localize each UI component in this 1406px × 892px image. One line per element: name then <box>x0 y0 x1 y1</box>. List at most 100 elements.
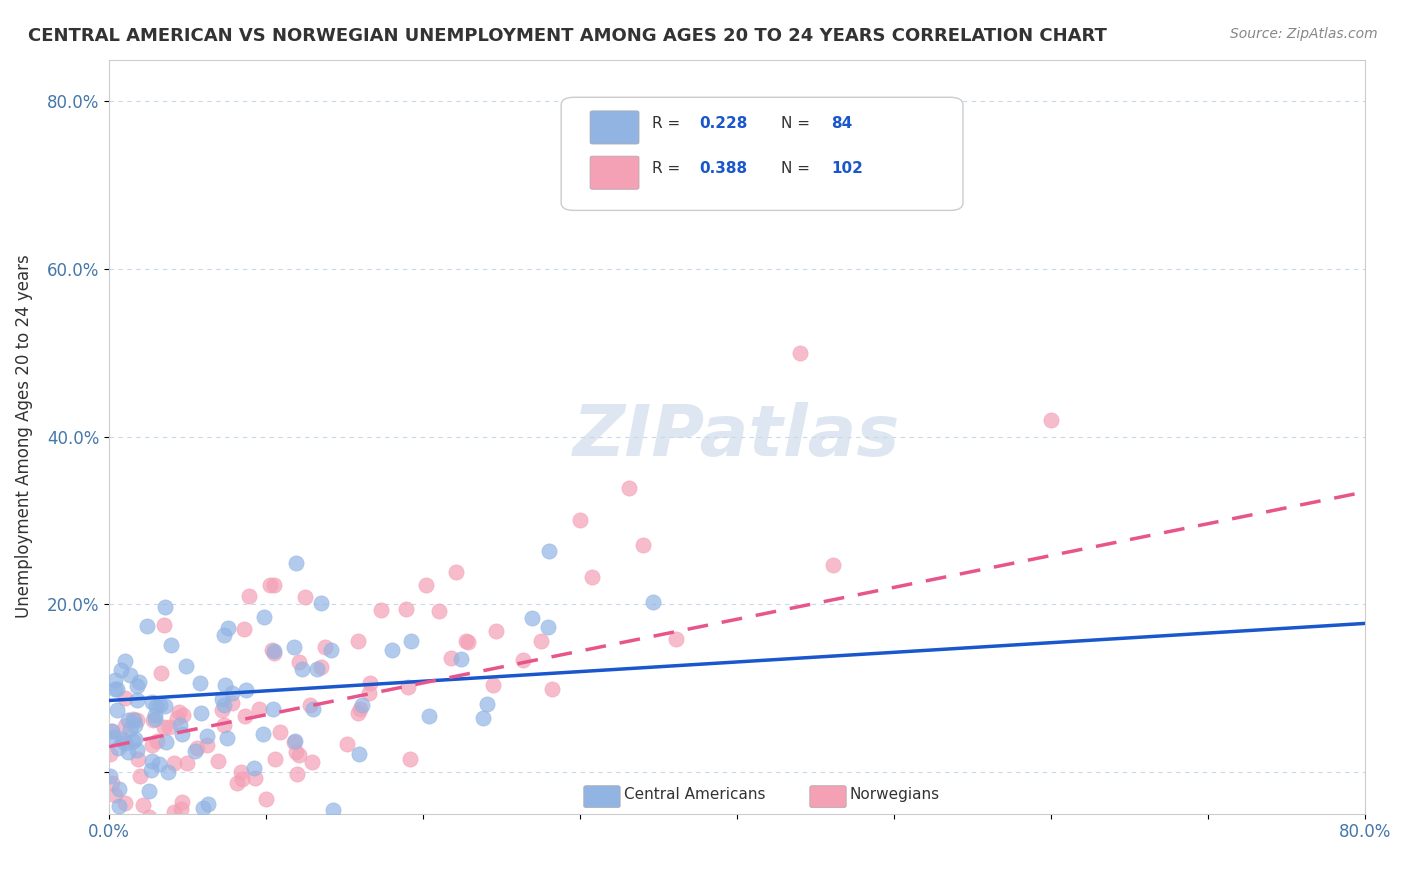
Point <box>260 643 283 657</box>
Point <box>114 654 136 668</box>
Point <box>128 674 150 689</box>
Point <box>301 702 323 716</box>
Point <box>522 611 544 625</box>
Point <box>418 708 440 723</box>
Point <box>263 644 285 658</box>
Point <box>124 732 146 747</box>
Point <box>215 731 238 746</box>
Point <box>141 739 163 753</box>
Point <box>110 663 132 677</box>
Point <box>100 776 122 790</box>
Text: 0.388: 0.388 <box>699 161 748 177</box>
Point <box>243 761 266 775</box>
Point <box>643 595 665 609</box>
Point <box>253 610 276 624</box>
Point <box>247 701 270 715</box>
Point <box>170 802 193 816</box>
Point <box>541 682 564 697</box>
Point <box>211 703 233 717</box>
Point <box>399 633 422 648</box>
Point <box>115 828 138 842</box>
Point <box>104 861 127 875</box>
Point <box>482 678 505 692</box>
Y-axis label: Unemployment Among Ages 20 to 24 years: Unemployment Among Ages 20 to 24 years <box>15 255 32 618</box>
Point <box>235 682 257 697</box>
Point <box>285 745 308 759</box>
Point <box>285 767 308 781</box>
Point <box>619 481 641 495</box>
Point <box>170 727 193 741</box>
Point <box>259 577 281 591</box>
Point <box>370 602 392 616</box>
Point <box>263 647 285 661</box>
Point <box>359 676 381 690</box>
Point <box>125 692 148 706</box>
Point <box>208 824 231 838</box>
Point <box>125 713 148 727</box>
Text: N =: N = <box>780 116 815 131</box>
Point <box>346 706 368 720</box>
Point <box>105 681 128 696</box>
Point <box>121 712 143 726</box>
Point <box>221 696 243 710</box>
Point <box>238 589 260 603</box>
Point <box>444 565 467 579</box>
Point <box>195 729 218 743</box>
Point <box>135 619 157 633</box>
Point <box>222 815 245 830</box>
Text: Norwegians: Norwegians <box>851 788 941 802</box>
Point <box>114 718 136 732</box>
Point <box>225 775 247 789</box>
Point <box>150 816 173 830</box>
Point <box>262 701 284 715</box>
Point <box>155 735 177 749</box>
Point <box>117 714 139 728</box>
Point <box>104 673 127 687</box>
FancyBboxPatch shape <box>591 156 638 189</box>
Point <box>322 803 344 817</box>
Point <box>100 724 122 739</box>
Point <box>245 771 267 785</box>
Point <box>146 733 169 747</box>
Point <box>284 734 307 748</box>
Point <box>143 707 166 722</box>
Point <box>821 558 844 573</box>
Point <box>184 743 207 757</box>
Point <box>263 578 285 592</box>
Point <box>415 578 437 592</box>
Point <box>301 755 323 769</box>
Point <box>212 628 235 642</box>
Point <box>114 736 136 750</box>
FancyBboxPatch shape <box>583 786 620 807</box>
Point <box>100 723 122 738</box>
Point <box>148 757 170 772</box>
Point <box>211 692 233 706</box>
Point <box>169 717 191 731</box>
Text: 0.228: 0.228 <box>699 116 748 131</box>
Point <box>111 731 134 746</box>
Point <box>471 711 494 725</box>
Point <box>665 632 688 647</box>
Point <box>291 662 314 676</box>
Point <box>266 821 288 835</box>
Point <box>163 756 186 770</box>
Point <box>305 662 328 676</box>
Point <box>252 727 274 741</box>
Point <box>569 513 592 527</box>
Point <box>457 635 479 649</box>
Point <box>120 722 142 736</box>
Point <box>157 720 180 734</box>
Point <box>350 698 373 712</box>
Point <box>138 810 160 824</box>
Point <box>530 634 553 648</box>
Point <box>440 650 463 665</box>
FancyBboxPatch shape <box>810 786 846 807</box>
FancyBboxPatch shape <box>561 97 963 211</box>
Point <box>142 713 165 727</box>
Point <box>254 791 277 805</box>
Text: 84: 84 <box>831 116 852 131</box>
Point <box>233 622 256 636</box>
Point <box>538 543 561 558</box>
Point <box>103 847 125 861</box>
Point <box>269 725 291 739</box>
